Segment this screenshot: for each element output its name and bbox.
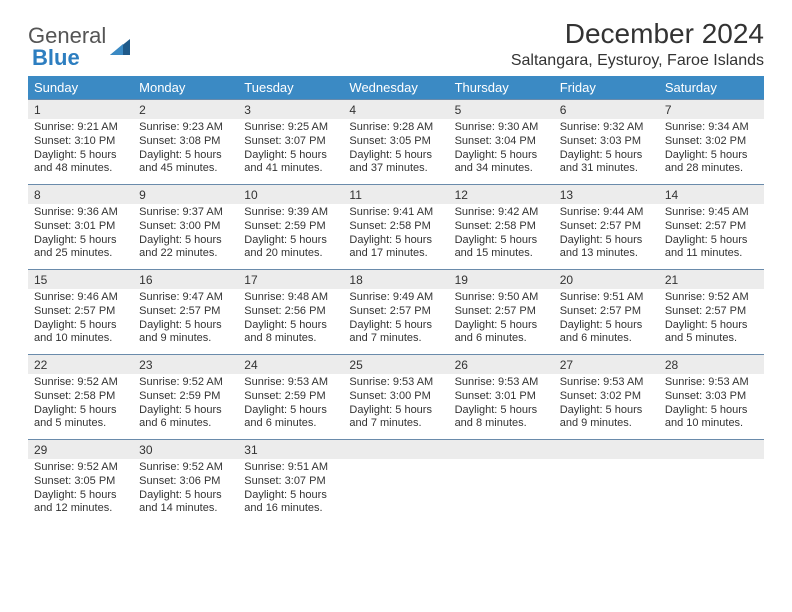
day-details: Sunrise: 9:42 AMSunset: 2:58 PMDaylight:…: [449, 204, 554, 270]
daynum-row: 1234567: [28, 100, 764, 120]
day-details: Sunrise: 9:39 AMSunset: 2:59 PMDaylight:…: [238, 204, 343, 270]
day-number: 17: [238, 270, 343, 290]
day-details: Sunrise: 9:53 AMSunset: 3:01 PMDaylight:…: [449, 374, 554, 440]
brand-triangle-icon: [108, 35, 134, 61]
day-details: Sunrise: 9:51 AMSunset: 3:07 PMDaylight:…: [238, 459, 343, 524]
daynum-row: 22232425262728: [28, 355, 764, 375]
daynum-row: 891011121314: [28, 185, 764, 205]
day-number: 19: [449, 270, 554, 290]
day-details: Sunrise: 9:21 AMSunset: 3:10 PMDaylight:…: [28, 119, 133, 185]
weekday-header: Friday: [554, 76, 659, 100]
day-details: [659, 459, 764, 524]
day-number: 23: [133, 355, 238, 375]
day-number: 5: [449, 100, 554, 120]
calendar-table: Sunday Monday Tuesday Wednesday Thursday…: [28, 76, 764, 524]
day-number: 7: [659, 100, 764, 120]
day-number: 3: [238, 100, 343, 120]
weekday-header: Monday: [133, 76, 238, 100]
day-details: Sunrise: 9:53 AMSunset: 2:59 PMDaylight:…: [238, 374, 343, 440]
day-details: Sunrise: 9:52 AMSunset: 2:58 PMDaylight:…: [28, 374, 133, 440]
weekday-header: Wednesday: [343, 76, 448, 100]
weekday-header: Thursday: [449, 76, 554, 100]
day-number: 25: [343, 355, 448, 375]
day-details: Sunrise: 9:49 AMSunset: 2:57 PMDaylight:…: [343, 289, 448, 355]
weekday-header-row: Sunday Monday Tuesday Wednesday Thursday…: [28, 76, 764, 100]
day-details: Sunrise: 9:52 AMSunset: 3:05 PMDaylight:…: [28, 459, 133, 524]
day-number: 11: [343, 185, 448, 205]
day-details: Sunrise: 9:45 AMSunset: 2:57 PMDaylight:…: [659, 204, 764, 270]
day-details: Sunrise: 9:23 AMSunset: 3:08 PMDaylight:…: [133, 119, 238, 185]
day-number: 27: [554, 355, 659, 375]
day-details: Sunrise: 9:53 AMSunset: 3:00 PMDaylight:…: [343, 374, 448, 440]
page-title: December 2024: [511, 18, 764, 50]
title-block: December 2024 Saltangara, Eysturoy, Faro…: [511, 18, 764, 70]
day-number: [659, 440, 764, 460]
day-number: 9: [133, 185, 238, 205]
brand-logo: General Blue: [28, 26, 134, 70]
weekday-header: Tuesday: [238, 76, 343, 100]
day-details: Sunrise: 9:53 AMSunset: 3:03 PMDaylight:…: [659, 374, 764, 440]
day-number: 6: [554, 100, 659, 120]
day-number: 16: [133, 270, 238, 290]
day-number: 18: [343, 270, 448, 290]
day-number: 20: [554, 270, 659, 290]
day-number: 13: [554, 185, 659, 205]
day-number: 30: [133, 440, 238, 460]
day-number: 26: [449, 355, 554, 375]
day-number: 21: [659, 270, 764, 290]
day-details: Sunrise: 9:34 AMSunset: 3:02 PMDaylight:…: [659, 119, 764, 185]
day-details: Sunrise: 9:28 AMSunset: 3:05 PMDaylight:…: [343, 119, 448, 185]
details-row: Sunrise: 9:36 AMSunset: 3:01 PMDaylight:…: [28, 204, 764, 270]
day-details: Sunrise: 9:46 AMSunset: 2:57 PMDaylight:…: [28, 289, 133, 355]
day-details: Sunrise: 9:48 AMSunset: 2:56 PMDaylight:…: [238, 289, 343, 355]
details-row: Sunrise: 9:52 AMSunset: 2:58 PMDaylight:…: [28, 374, 764, 440]
day-details: Sunrise: 9:52 AMSunset: 3:06 PMDaylight:…: [133, 459, 238, 524]
details-row: Sunrise: 9:52 AMSunset: 3:05 PMDaylight:…: [28, 459, 764, 524]
day-details: Sunrise: 9:50 AMSunset: 2:57 PMDaylight:…: [449, 289, 554, 355]
daynum-row: 293031: [28, 440, 764, 460]
day-number: 4: [343, 100, 448, 120]
day-number: [554, 440, 659, 460]
day-details: Sunrise: 9:30 AMSunset: 3:04 PMDaylight:…: [449, 119, 554, 185]
day-details: Sunrise: 9:51 AMSunset: 2:57 PMDaylight:…: [554, 289, 659, 355]
day-number: [449, 440, 554, 460]
details-row: Sunrise: 9:21 AMSunset: 3:10 PMDaylight:…: [28, 119, 764, 185]
day-number: 10: [238, 185, 343, 205]
day-details: Sunrise: 9:36 AMSunset: 3:01 PMDaylight:…: [28, 204, 133, 270]
day-number: 12: [449, 185, 554, 205]
day-details: Sunrise: 9:52 AMSunset: 2:59 PMDaylight:…: [133, 374, 238, 440]
day-details: Sunrise: 9:32 AMSunset: 3:03 PMDaylight:…: [554, 119, 659, 185]
weekday-header: Saturday: [659, 76, 764, 100]
location-subtitle: Saltangara, Eysturoy, Faroe Islands: [511, 52, 764, 70]
day-number: 1: [28, 100, 133, 120]
header: General Blue December 2024 Saltangara, E…: [28, 18, 764, 70]
day-number: 22: [28, 355, 133, 375]
day-number: 14: [659, 185, 764, 205]
day-details: Sunrise: 9:52 AMSunset: 2:57 PMDaylight:…: [659, 289, 764, 355]
day-details: Sunrise: 9:25 AMSunset: 3:07 PMDaylight:…: [238, 119, 343, 185]
brand-line2: Blue: [32, 45, 80, 70]
day-details: [343, 459, 448, 524]
daynum-row: 15161718192021: [28, 270, 764, 290]
day-number: 15: [28, 270, 133, 290]
day-details: Sunrise: 9:47 AMSunset: 2:57 PMDaylight:…: [133, 289, 238, 355]
details-row: Sunrise: 9:46 AMSunset: 2:57 PMDaylight:…: [28, 289, 764, 355]
day-details: Sunrise: 9:37 AMSunset: 3:00 PMDaylight:…: [133, 204, 238, 270]
day-details: [554, 459, 659, 524]
day-number: 2: [133, 100, 238, 120]
day-number: 24: [238, 355, 343, 375]
day-number: [343, 440, 448, 460]
day-details: Sunrise: 9:44 AMSunset: 2:57 PMDaylight:…: [554, 204, 659, 270]
day-number: 28: [659, 355, 764, 375]
day-number: 29: [28, 440, 133, 460]
day-number: 31: [238, 440, 343, 460]
day-details: Sunrise: 9:41 AMSunset: 2:58 PMDaylight:…: [343, 204, 448, 270]
day-details: [449, 459, 554, 524]
day-details: Sunrise: 9:53 AMSunset: 3:02 PMDaylight:…: [554, 374, 659, 440]
day-number: 8: [28, 185, 133, 205]
weekday-header: Sunday: [28, 76, 133, 100]
